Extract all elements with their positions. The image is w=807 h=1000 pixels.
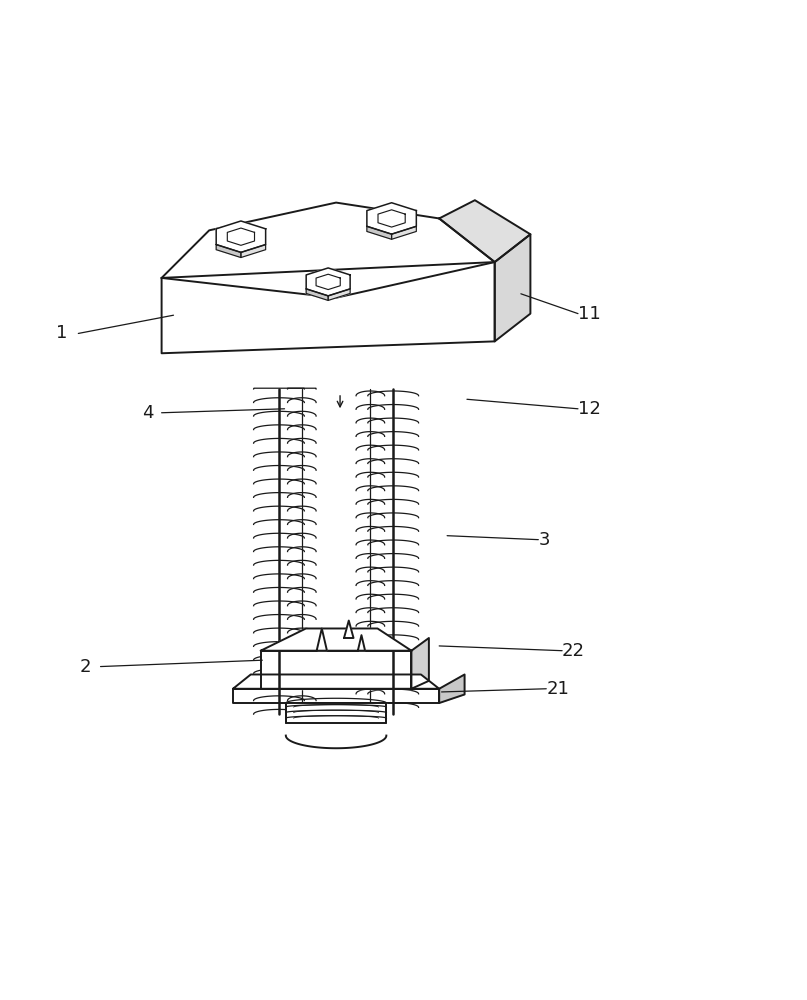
- Text: 22: 22: [562, 642, 585, 660]
- Text: 1: 1: [56, 324, 68, 342]
- Polygon shape: [241, 245, 266, 258]
- Text: 11: 11: [578, 305, 600, 323]
- Polygon shape: [216, 245, 241, 258]
- Polygon shape: [286, 703, 387, 723]
- Polygon shape: [233, 689, 439, 703]
- Polygon shape: [161, 262, 495, 353]
- Text: 3: 3: [538, 531, 550, 549]
- Polygon shape: [216, 221, 266, 252]
- Polygon shape: [261, 628, 412, 651]
- Polygon shape: [328, 289, 350, 300]
- Text: 12: 12: [578, 400, 601, 418]
- Polygon shape: [439, 200, 530, 262]
- Polygon shape: [412, 638, 429, 689]
- Text: 21: 21: [546, 680, 569, 698]
- Polygon shape: [286, 723, 387, 748]
- Text: 4: 4: [142, 404, 153, 422]
- Polygon shape: [367, 203, 416, 234]
- Polygon shape: [161, 203, 495, 298]
- Polygon shape: [233, 674, 439, 689]
- Polygon shape: [358, 635, 365, 651]
- Polygon shape: [316, 628, 327, 651]
- Polygon shape: [344, 621, 353, 638]
- Polygon shape: [279, 389, 393, 714]
- Polygon shape: [391, 226, 416, 239]
- Polygon shape: [495, 234, 530, 341]
- Polygon shape: [439, 674, 465, 703]
- Polygon shape: [306, 289, 328, 300]
- Polygon shape: [306, 268, 350, 296]
- Polygon shape: [367, 226, 391, 239]
- Polygon shape: [261, 651, 412, 689]
- Text: 2: 2: [80, 658, 91, 676]
